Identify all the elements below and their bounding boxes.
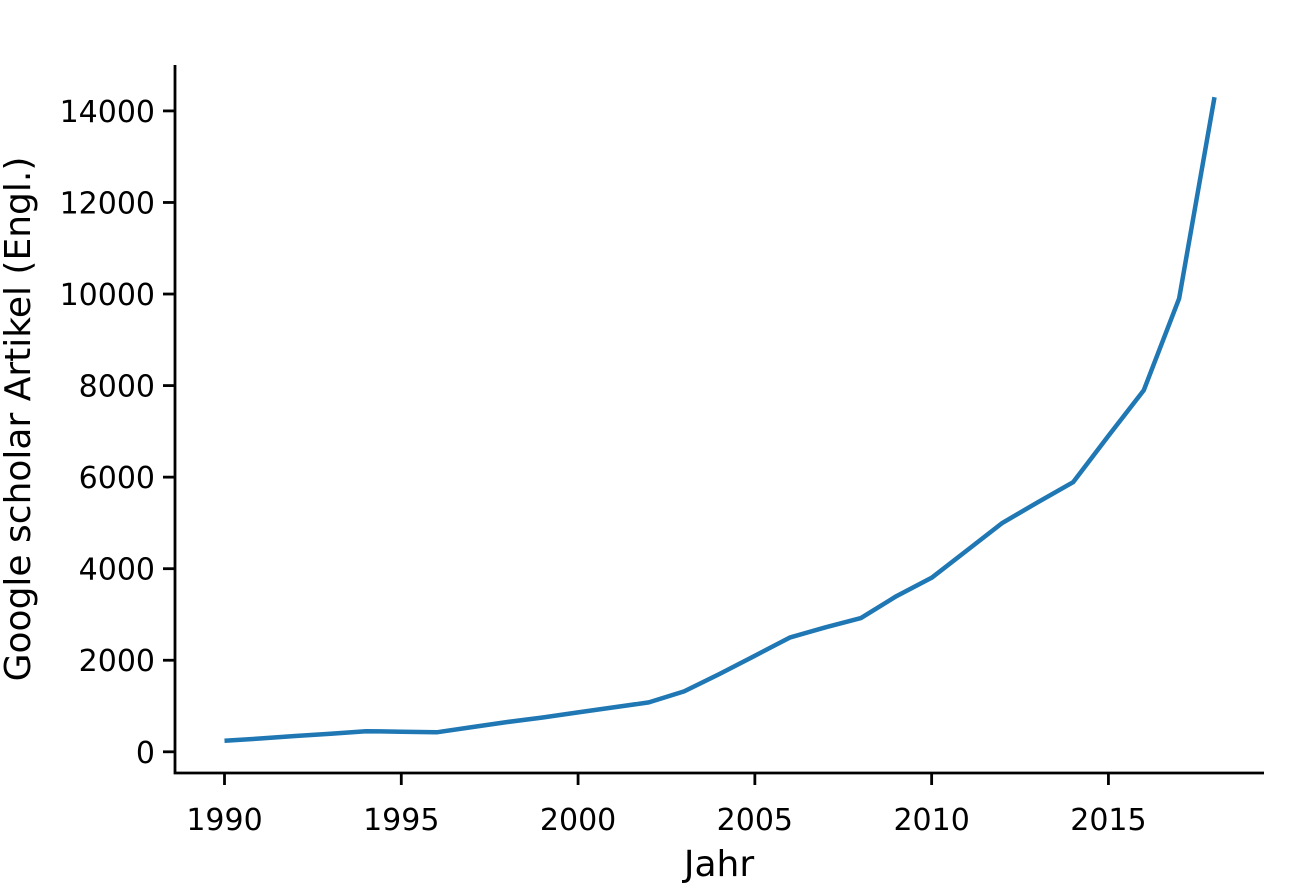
chart-line [224,96,1217,744]
x-axis-title: Jahr [682,844,754,885]
x-axis-tick-label: 1990 [186,803,262,838]
x-axis-tick-label: 2005 [717,803,793,838]
y-axis-tick-label: 0 [136,736,155,771]
y-axis-tick-label: 8000 [79,370,155,405]
x-axis-tick-label: 1995 [363,803,439,838]
axis-spines [173,65,1264,775]
series-layer [224,96,1217,744]
y-axis-tick-label: 4000 [79,553,155,588]
x-axis-tick-label: 2000 [540,803,616,838]
y-axis-tick-label: 10000 [60,278,155,313]
y-axis-tick-label: 2000 [79,644,155,679]
x-axis-tick-label: 2010 [893,803,969,838]
y-axis-tick-label: 14000 [60,95,155,130]
x-axis-tick-label: 2015 [1070,803,1146,838]
y-axis-tick-label: 12000 [60,186,155,221]
axes-layer: 1990 1995 2000 2005 2010 2015 0 2000 4000 6000 800… [60,65,1264,838]
y-axis-title: Google scholar Artikel (Engl.) [0,157,39,682]
y-axis-tick-label: 6000 [79,461,155,496]
